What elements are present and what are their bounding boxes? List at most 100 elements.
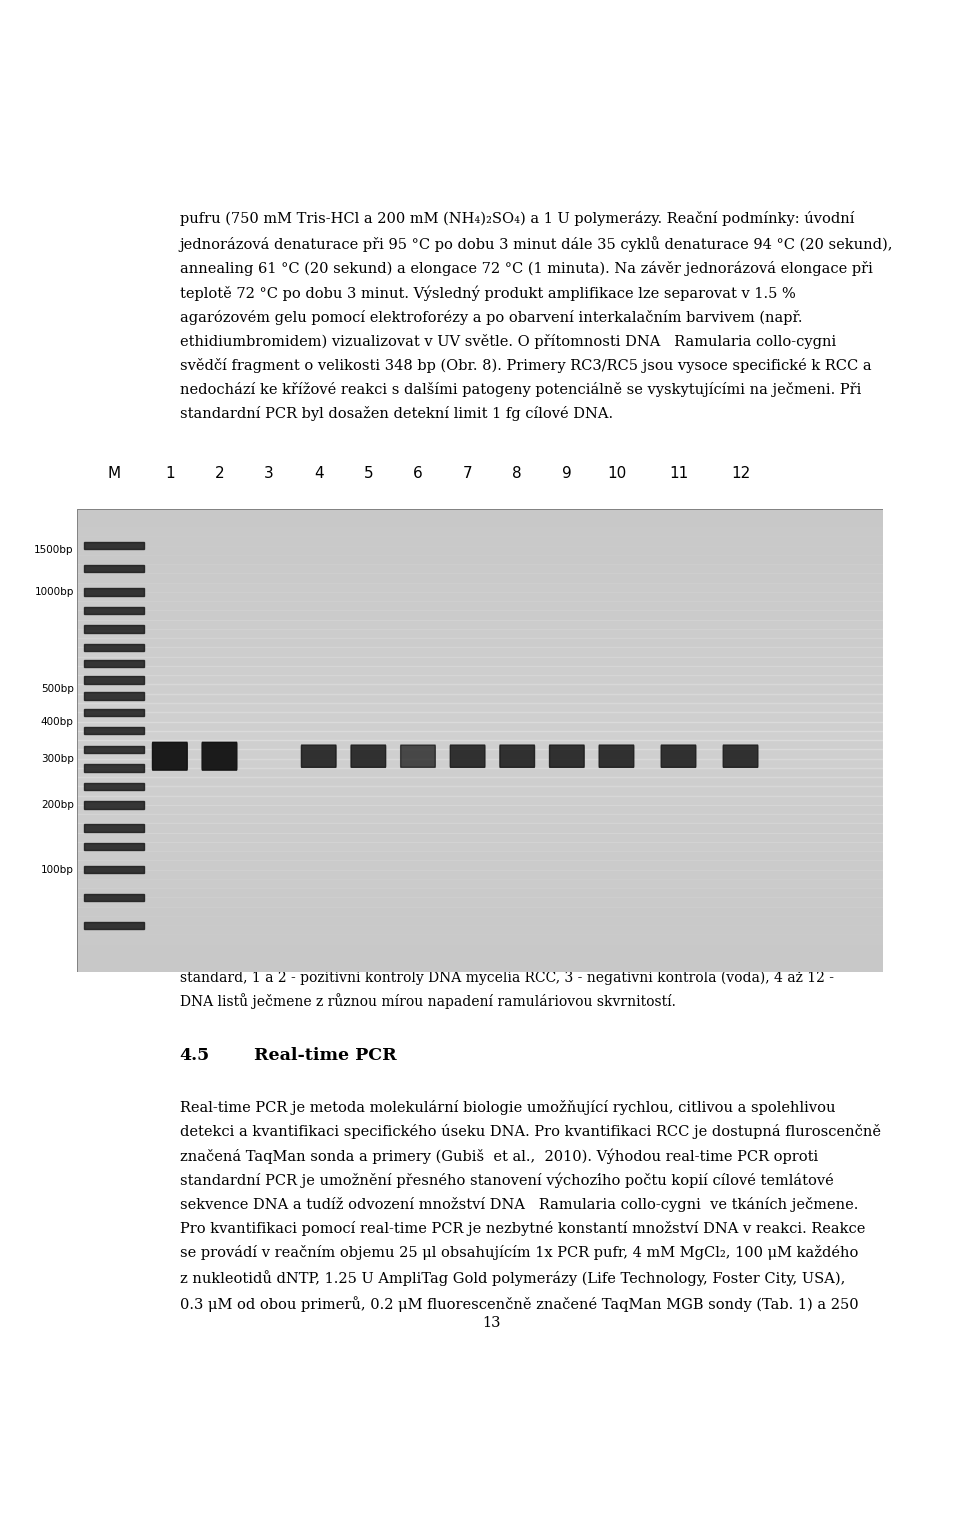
Bar <box>77 944 883 953</box>
Bar <box>77 953 883 962</box>
Text: 11: 11 <box>669 466 688 481</box>
Bar <box>77 935 883 944</box>
Bar <box>77 721 883 730</box>
Bar <box>77 962 883 972</box>
Text: 4: 4 <box>314 466 324 481</box>
Bar <box>77 879 883 888</box>
FancyBboxPatch shape <box>84 692 144 700</box>
FancyBboxPatch shape <box>84 660 144 668</box>
Text: 1: 1 <box>165 466 175 481</box>
Bar <box>77 888 883 897</box>
FancyBboxPatch shape <box>450 745 485 767</box>
Text: 3: 3 <box>264 466 274 481</box>
Bar <box>77 786 883 795</box>
Bar <box>77 897 883 906</box>
Text: Real-time PCR: Real-time PCR <box>253 1047 396 1064</box>
Bar <box>77 861 883 870</box>
FancyBboxPatch shape <box>661 745 696 767</box>
FancyBboxPatch shape <box>84 894 144 902</box>
FancyBboxPatch shape <box>84 587 144 595</box>
Bar <box>77 852 883 861</box>
Text: 300bp: 300bp <box>41 753 74 764</box>
Text: 200bp: 200bp <box>41 800 74 809</box>
Bar <box>77 915 883 924</box>
Bar <box>77 777 883 786</box>
Text: 4.5: 4.5 <box>180 1047 210 1064</box>
Bar <box>77 610 883 619</box>
Bar <box>77 685 883 694</box>
Text: Obr. 8  Fotografie agarózového gelu po PCR. M – hmotnostní marker 100 bp DNA vel: Obr. 8 Fotografie agarózového gelu po PC… <box>180 947 833 1008</box>
FancyBboxPatch shape <box>549 745 584 767</box>
Bar <box>77 518 883 527</box>
Text: 400bp: 400bp <box>41 716 74 727</box>
Bar <box>77 759 883 768</box>
Bar <box>77 509 883 518</box>
Bar <box>77 554 883 565</box>
Text: 7: 7 <box>463 466 472 481</box>
Bar <box>77 906 883 915</box>
Text: Real-time PCR je metoda molekulární biologie umožňující rychlou, citlivou a spol: Real-time PCR je metoda molekulární biol… <box>180 1099 880 1312</box>
FancyBboxPatch shape <box>599 745 634 767</box>
FancyBboxPatch shape <box>84 607 144 615</box>
Bar <box>77 739 883 750</box>
FancyBboxPatch shape <box>84 842 144 850</box>
Bar <box>77 574 883 583</box>
Bar <box>77 924 883 935</box>
FancyBboxPatch shape <box>400 745 435 767</box>
Bar <box>77 750 883 759</box>
Text: pufru (750 mM Tris-HCl a 200 mM (NH₄)₂SO₄) a 1 U polymerázy. Reační podmínky: úv: pufru (750 mM Tris-HCl a 200 mM (NH₄)₂SO… <box>180 211 893 420</box>
Text: 13: 13 <box>483 1316 501 1330</box>
Text: 500bp: 500bp <box>41 685 74 694</box>
Text: 5: 5 <box>364 466 373 481</box>
Bar <box>77 832 883 842</box>
FancyBboxPatch shape <box>84 824 144 832</box>
FancyBboxPatch shape <box>84 542 144 550</box>
FancyBboxPatch shape <box>84 709 144 716</box>
FancyBboxPatch shape <box>84 727 144 735</box>
Bar <box>77 601 883 610</box>
FancyBboxPatch shape <box>84 865 144 873</box>
Bar <box>77 527 883 536</box>
Bar <box>77 712 883 721</box>
Bar <box>77 565 883 574</box>
Text: 1500bp: 1500bp <box>35 545 74 556</box>
Bar <box>77 628 883 638</box>
Text: 100bp: 100bp <box>41 865 74 874</box>
Bar <box>77 536 883 545</box>
FancyBboxPatch shape <box>301 745 336 767</box>
Bar <box>77 805 883 814</box>
Bar <box>77 703 883 712</box>
Text: 10: 10 <box>607 466 626 481</box>
Bar <box>77 730 883 739</box>
Bar <box>77 666 883 676</box>
Bar <box>77 619 883 628</box>
Bar <box>77 795 883 805</box>
Text: M: M <box>108 466 121 481</box>
Bar <box>77 694 883 703</box>
Bar <box>77 823 883 832</box>
FancyBboxPatch shape <box>153 742 187 770</box>
FancyBboxPatch shape <box>84 676 144 683</box>
Bar <box>77 842 883 852</box>
Text: 1000bp: 1000bp <box>35 587 74 597</box>
Text: 8: 8 <box>513 466 522 481</box>
FancyBboxPatch shape <box>84 625 144 633</box>
FancyBboxPatch shape <box>84 764 144 771</box>
FancyBboxPatch shape <box>203 742 237 770</box>
Bar <box>77 583 883 592</box>
Text: 6: 6 <box>413 466 422 481</box>
FancyBboxPatch shape <box>723 745 757 767</box>
FancyBboxPatch shape <box>84 565 144 572</box>
Bar <box>77 870 883 879</box>
FancyBboxPatch shape <box>84 802 144 809</box>
Bar <box>77 592 883 601</box>
FancyBboxPatch shape <box>84 644 144 651</box>
FancyBboxPatch shape <box>84 921 144 929</box>
FancyBboxPatch shape <box>500 745 535 767</box>
FancyBboxPatch shape <box>351 745 386 767</box>
Bar <box>77 647 883 657</box>
Bar <box>77 657 883 666</box>
FancyBboxPatch shape <box>84 745 144 753</box>
Bar <box>77 676 883 685</box>
Text: 12: 12 <box>731 466 750 481</box>
